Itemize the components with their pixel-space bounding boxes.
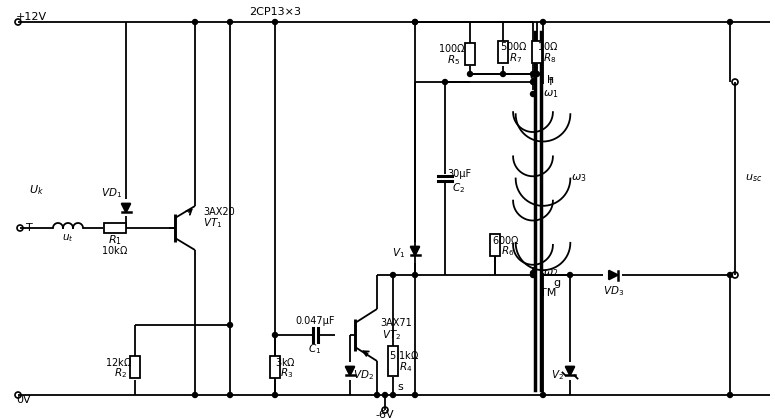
Text: 100$\Omega$: 100$\Omega$: [438, 42, 466, 54]
Text: 2CP13×3: 2CP13×3: [249, 7, 301, 17]
Text: g: g: [553, 278, 560, 288]
Text: $VD_1$: $VD_1$: [102, 186, 122, 200]
Bar: [532, 41, 542, 63]
Text: T: T: [26, 223, 33, 233]
Polygon shape: [411, 246, 419, 256]
Text: $VT_1$: $VT_1$: [203, 216, 222, 230]
Bar: [104, 223, 126, 233]
Circle shape: [192, 393, 198, 398]
Bar: [130, 356, 140, 378]
Text: $C_2$: $C_2$: [453, 181, 466, 195]
Text: 600$\Omega$: 600$\Omega$: [492, 234, 520, 246]
Text: $V_2$: $V_2$: [550, 368, 563, 382]
Bar: [388, 346, 398, 376]
Text: $u_t$: $u_t$: [62, 232, 74, 244]
Text: $R_5$: $R_5$: [447, 53, 460, 67]
Text: $VD_2$: $VD_2$: [353, 368, 374, 382]
Text: 10k$\Omega$: 10k$\Omega$: [102, 244, 129, 256]
Text: 0V: 0V: [16, 395, 31, 405]
Text: $\omega_3$: $\omega_3$: [570, 173, 586, 184]
Circle shape: [531, 80, 536, 85]
Text: $R_3$: $R_3$: [281, 366, 294, 380]
Text: TM: TM: [540, 288, 556, 298]
Circle shape: [391, 272, 395, 277]
Bar: [465, 43, 475, 65]
Circle shape: [228, 393, 232, 398]
Text: $R_2$: $R_2$: [115, 366, 128, 380]
Text: $u_{sc}$: $u_{sc}$: [745, 173, 763, 184]
Text: $R_1$: $R_1$: [108, 233, 122, 247]
Text: +12V: +12V: [16, 12, 47, 22]
Text: 3AX71: 3AX71: [380, 318, 412, 328]
Circle shape: [273, 393, 277, 398]
Circle shape: [273, 20, 277, 24]
Circle shape: [412, 272, 418, 277]
Circle shape: [540, 20, 546, 24]
Circle shape: [412, 393, 418, 398]
Circle shape: [501, 72, 505, 77]
Circle shape: [383, 393, 388, 398]
Circle shape: [228, 323, 232, 328]
Text: $VT_2$: $VT_2$: [382, 328, 401, 342]
Text: -6V: -6V: [376, 410, 394, 419]
Text: f: f: [549, 77, 553, 87]
Circle shape: [728, 272, 732, 277]
Text: 12k$\Omega$: 12k$\Omega$: [105, 356, 133, 368]
Circle shape: [192, 20, 198, 24]
Text: s: s: [397, 382, 403, 392]
Circle shape: [728, 20, 732, 24]
Text: 30μF: 30μF: [447, 168, 471, 178]
Text: $V_1$: $V_1$: [392, 246, 405, 260]
Bar: [270, 356, 280, 378]
Text: 500$\Omega$: 500$\Omega$: [500, 40, 528, 52]
Polygon shape: [122, 204, 130, 212]
Text: h: h: [547, 75, 555, 85]
Bar: [498, 41, 508, 63]
Circle shape: [412, 20, 418, 24]
Circle shape: [535, 72, 539, 77]
Text: $R_8$: $R_8$: [543, 51, 556, 65]
Circle shape: [728, 393, 732, 398]
Circle shape: [540, 393, 546, 398]
Circle shape: [531, 72, 536, 77]
Text: 10$\Omega$: 10$\Omega$: [537, 40, 559, 52]
Text: $\omega_1$: $\omega_1$: [543, 88, 559, 100]
Text: $R_6$: $R_6$: [501, 244, 515, 258]
Circle shape: [412, 20, 418, 24]
Circle shape: [531, 271, 536, 276]
Circle shape: [228, 20, 232, 24]
Circle shape: [531, 272, 536, 277]
Circle shape: [531, 91, 536, 96]
Polygon shape: [566, 367, 574, 375]
Polygon shape: [346, 367, 354, 375]
Text: $VD_3$: $VD_3$: [603, 284, 624, 298]
Circle shape: [374, 393, 380, 398]
Text: $R_4$: $R_4$: [399, 360, 413, 374]
Text: 3AX20: 3AX20: [203, 207, 235, 217]
Text: 0.047μF: 0.047μF: [295, 316, 335, 326]
Text: $U_k$: $U_k$: [29, 183, 43, 197]
Polygon shape: [609, 271, 618, 279]
Circle shape: [567, 272, 573, 277]
Text: $\omega_2$: $\omega_2$: [543, 267, 559, 279]
Circle shape: [467, 72, 473, 77]
Text: $C_1$: $C_1$: [308, 342, 322, 356]
Text: 5.1k$\Omega$: 5.1k$\Omega$: [389, 349, 419, 361]
Circle shape: [391, 393, 395, 398]
Text: 3k$\Omega$: 3k$\Omega$: [274, 356, 295, 368]
Bar: [490, 234, 500, 256]
Text: $R_7$: $R_7$: [509, 51, 522, 65]
Circle shape: [273, 333, 277, 337]
Circle shape: [443, 80, 447, 85]
